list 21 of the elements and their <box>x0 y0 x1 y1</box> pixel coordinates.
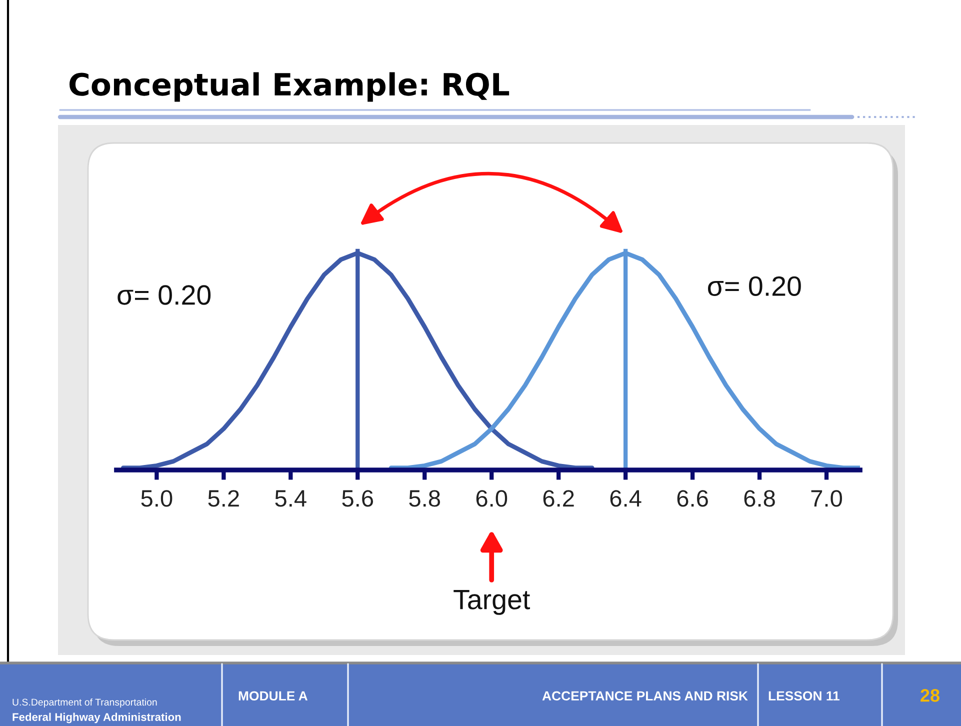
text: Federal Highway Administration <box>12 712 181 724</box>
text: Target <box>454 590 530 615</box>
annotation: σ= 0.20 <box>708 276 801 296</box>
x-tick-label: 5.0 <box>141 490 172 507</box>
chart-title: Conceptual Example: RQL <box>70 72 510 102</box>
x-tick-label: 6.0 <box>476 490 508 507</box>
x-tick-label: 5.6 <box>342 490 374 507</box>
x-tick-label: 5.4 <box>275 490 306 507</box>
text: 28 <box>920 689 940 702</box>
text: MODULE A <box>238 691 308 701</box>
text: LESSON 11 <box>768 691 840 701</box>
x-tick-label: 5.8 <box>409 490 440 507</box>
x-tick-label: 6.4 <box>610 490 642 507</box>
x-tick-label: 6.8 <box>744 490 775 507</box>
text: U.S.Department of Transportation <box>12 698 157 708</box>
annotation: σ= 0.20 <box>118 285 211 305</box>
x-tick-label: 7.0 <box>811 490 842 507</box>
x-tick-label: 6.6 <box>677 490 708 507</box>
text: ACCEPTANCE PLANS AND RISK <box>542 691 748 701</box>
x-tick-label: 6.2 <box>543 490 574 507</box>
x-tick-label: 5.2 <box>208 490 239 507</box>
